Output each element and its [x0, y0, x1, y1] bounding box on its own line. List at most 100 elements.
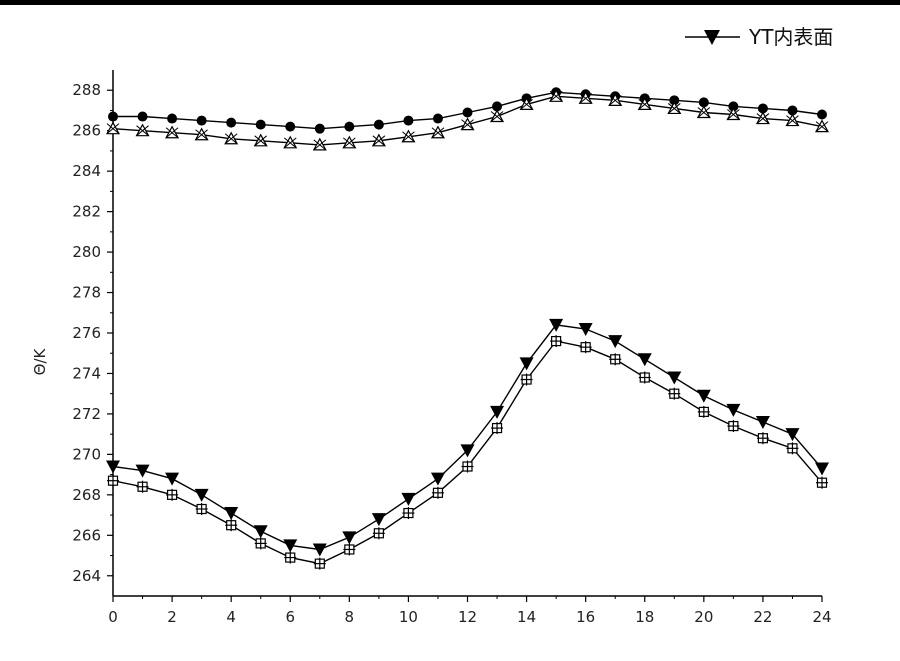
data-point [579, 341, 592, 354]
data-point [696, 389, 711, 403]
marker-x2 [431, 127, 445, 139]
data-point [786, 442, 799, 455]
data-point [253, 525, 268, 539]
axes [112, 70, 822, 597]
data-point [254, 537, 267, 550]
x-tick-label: 22 [753, 608, 772, 626]
data-point [668, 387, 681, 400]
x-tick-label: 16 [576, 608, 595, 626]
y-tick-label: 280 [72, 243, 101, 261]
data-point [226, 117, 237, 128]
data-point [815, 462, 829, 476]
data-point [462, 107, 473, 118]
data-point [196, 115, 207, 126]
data-point [490, 405, 505, 419]
data-point [284, 551, 297, 564]
marker-x2 [165, 127, 179, 139]
data-point [312, 137, 327, 151]
data-point [785, 113, 800, 127]
marker-x2 [283, 137, 297, 149]
data-point [283, 539, 298, 553]
data-point [403, 115, 414, 126]
data-point [108, 111, 118, 122]
x-tick-label: 8 [345, 608, 355, 626]
data-point [492, 101, 503, 112]
data-point [490, 109, 505, 123]
x-tick-label: 6 [285, 608, 295, 626]
data-point [550, 335, 563, 348]
data-point [401, 129, 416, 143]
y-tick-label: 288 [72, 81, 101, 99]
data-point [135, 123, 150, 137]
data-point [312, 543, 327, 557]
marker-x2 [667, 103, 681, 114]
marker-x2 [608, 94, 622, 106]
data-point [431, 486, 444, 499]
y-tick-label: 276 [72, 324, 101, 342]
data-point [283, 135, 298, 149]
data-point [166, 488, 179, 501]
data-point [342, 135, 357, 149]
data-point [194, 127, 209, 141]
data-point [519, 357, 534, 371]
marker-x2 [638, 99, 652, 110]
data-point [696, 105, 711, 119]
marker-x2 [697, 107, 711, 118]
data-point [460, 117, 475, 131]
x-tick-label: 2 [167, 608, 177, 626]
x-tick-label: 0 [108, 608, 118, 626]
data-point [136, 480, 149, 493]
marker-x2 [756, 113, 770, 124]
x-tick-label: 12 [458, 608, 477, 626]
data-point [726, 107, 741, 121]
marker-x2 [254, 135, 268, 147]
data-point [106, 460, 120, 474]
x-tick-label: 18 [635, 608, 654, 626]
data-point [165, 125, 180, 139]
data-point [491, 422, 504, 435]
series-1 [106, 318, 829, 557]
data-point [253, 133, 268, 147]
data-point [372, 527, 385, 540]
series-4 [105, 89, 830, 151]
triangle-down-icon [704, 30, 720, 45]
data-point [137, 111, 148, 122]
legend-label: YT内表面 [748, 25, 833, 49]
data-point [817, 109, 827, 120]
y-tick-label: 282 [72, 203, 101, 221]
data-point [461, 460, 474, 473]
data-point [313, 557, 326, 570]
data-point [667, 371, 682, 385]
data-point [430, 472, 445, 486]
data-point [343, 543, 356, 556]
data-point [224, 131, 239, 145]
top-border [0, 0, 900, 5]
data-point [402, 507, 415, 520]
data-point [430, 125, 445, 139]
marker-x2 [224, 133, 238, 145]
data-point [787, 105, 798, 116]
data-point [637, 353, 652, 367]
data-point [667, 101, 682, 115]
marker-x2 [520, 99, 533, 110]
data-point [373, 119, 384, 130]
marker-x2 [136, 125, 149, 137]
data-point [105, 121, 121, 135]
data-point [342, 531, 357, 545]
data-point [344, 121, 355, 132]
marker-x2 [313, 139, 327, 151]
x-tick-label: 14 [517, 608, 536, 626]
marker-x2 [343, 137, 356, 149]
data-point [167, 113, 178, 124]
ticks: 0 2 4 6 8 10 12 14 16 18 20 22 242642662682702722742… [72, 81, 831, 626]
data-point [194, 488, 209, 502]
data-point [578, 322, 593, 336]
y-axis-title: Θ/K [31, 347, 49, 375]
x-tick-label: 4 [226, 608, 236, 626]
y-tick-label: 264 [72, 567, 101, 585]
data-point [195, 503, 208, 516]
marker-x2 [461, 119, 474, 131]
series-layer [105, 87, 830, 570]
data-point [371, 513, 386, 527]
